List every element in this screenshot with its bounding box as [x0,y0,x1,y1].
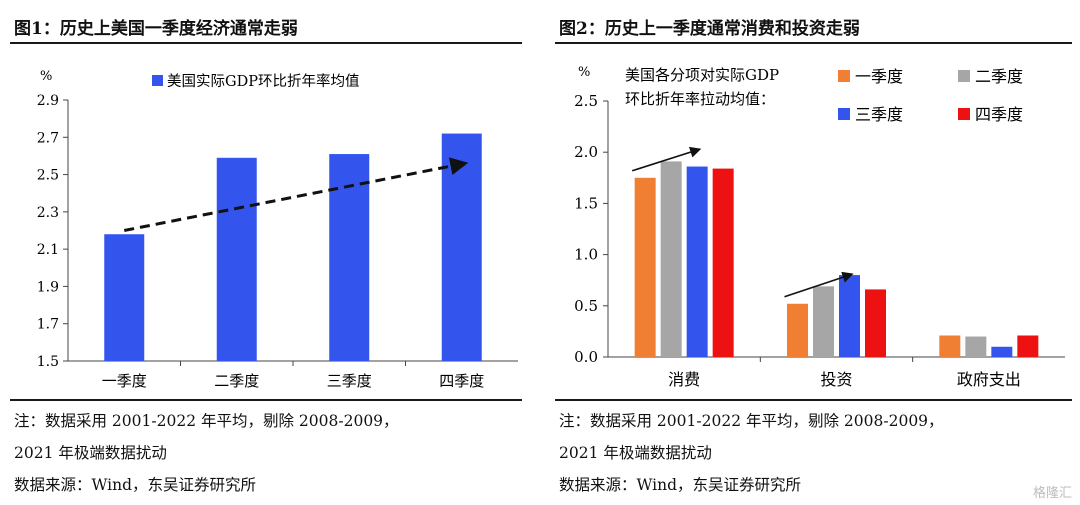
chart2-legend-label-3: 三季度 [855,105,903,124]
chart1-x-tick-label: 三季度 [327,372,372,390]
chart2-bar-1-4 [712,168,734,357]
chart1-y-unit: % [40,69,52,84]
chart2-x-tick-label: 政府支出 [957,370,1021,389]
chart1-bottom-rule [10,399,522,401]
chart2-note-line1: 注：数据采用 2001-2022 年平均，剔除 2008-2009， [559,412,944,430]
chart1-title: 图1：历史上美国一季度经济通常走弱 [14,19,298,39]
chart1-panel: 图1：历史上美国一季度经济通常走弱 % 1.5 1.7 1.9 2.1 2.3 2.5 2.7… [0,0,530,505]
chart2-bar-1-2 [660,161,682,357]
chart1-y-tick-label: 1.7 [37,317,59,333]
chart2-y-tick-label: 2.0 [574,143,598,161]
chart1-legend-swatch [152,75,163,86]
chart2-legend-swatch-4 [958,108,970,120]
chart2-bar-1-3 [686,166,708,357]
chart2-y-unit: % [578,65,590,80]
chart2-bar-3-2 [965,336,987,357]
chart2-bar-2-2 [813,286,834,357]
chart2-legend-swatch-3 [838,108,850,120]
chart2-panel: 图2：历史上一季度通常消费和投资走弱 % 0.0 0.5 1.0 1.5 2.0 2.5 消费… [545,0,1080,505]
chart2-y-tick-label: 1.5 [574,194,598,212]
chart2-x-tick-label: 消费 [668,370,700,389]
chart2-legend-title-line1: 美国各分项对实际GDP [625,66,779,84]
chart2-legend-swatch-1 [838,70,850,82]
chart2-y-tick-label: 0.5 [574,297,598,315]
chart2-bar-2-4 [865,289,886,357]
chart1-y-tick-label: 2.1 [37,242,59,258]
chart1-y-tick-label: 2.9 [37,93,59,109]
chart2-bar-3-1 [939,335,961,357]
chart2-x-tick-label: 投资 [820,370,852,389]
chart2-bar-3-4 [1017,335,1039,357]
chart2-y-tick-label: 0.0 [574,348,598,366]
chart1-source: 数据来源：Wind，东吴证券研究所 [14,476,257,494]
chart2-bar-3-3 [991,346,1013,357]
chart1-bar-1 [104,234,145,361]
chart1-top-rule [10,42,522,44]
chart1-legend-label: 美国实际GDP环比折年率均值 [167,73,359,90]
chart2-legend-swatch-2 [958,70,970,82]
chart2-title: 图2：历史上一季度通常消费和投资走弱 [559,19,860,39]
chart2-legend-label-2: 二季度 [975,67,1023,86]
chart2-legend-label-4: 四季度 [975,105,1023,124]
chart2-svg: % 0.0 0.5 1.0 1.5 2.0 2.5 消费 投资 政府支出 美国各分项对实际GDP 环比… [574,65,1065,389]
chart2-y-tick-label: 1.0 [574,246,598,264]
chart1-x-tick-label: 四季度 [439,372,484,390]
chart1-svg: % 1.5 1.7 1.9 2.1 2.3 2.5 2.7 2.9 一季度 二季度 三季度 四季度 美国实… [37,69,518,390]
chart1-x-tick-label: 二季度 [214,372,259,390]
chart2-note-line2: 2021 年极端数据扰动 [559,444,712,462]
chart2-bar-1-1 [634,177,656,357]
chart1-y-tick-label: 2.3 [37,205,59,221]
chart1-y-tick-label: 1.5 [37,354,59,370]
chart2-bar-2-1 [787,303,808,357]
chart1-y-tick-label: 2.5 [37,168,59,184]
chart2-trend-arrow-2 [784,271,854,298]
chart1-y-tick-label: 2.7 [37,130,59,146]
chart1-bar-2 [216,157,257,361]
chart1-y-tick-label: 1.9 [37,279,59,295]
chart2-bar-2-3 [839,275,860,357]
chart1-x-tick-label: 一季度 [102,372,147,390]
chart2-y-tick-label: 2.5 [574,92,598,110]
chart2-trend-arrow-1 [631,146,702,172]
watermark-logo: 格隆汇 [1032,486,1072,501]
chart2-bottom-rule [555,399,1072,401]
chart1-note-line2: 2021 年极端数据扰动 [14,444,167,462]
chart2-source: 数据来源：Wind，东吴证券研究所 [559,476,802,494]
chart1-trend-arrow [123,157,469,232]
chart2-legend-title-line2: 环比折年率拉动均值： [625,90,775,108]
chart2-top-rule [555,42,1072,44]
chart1-note-line1: 注：数据采用 2001-2022 年平均，剔除 2008-2009， [14,412,399,430]
chart2-legend-label-1: 一季度 [855,67,903,86]
